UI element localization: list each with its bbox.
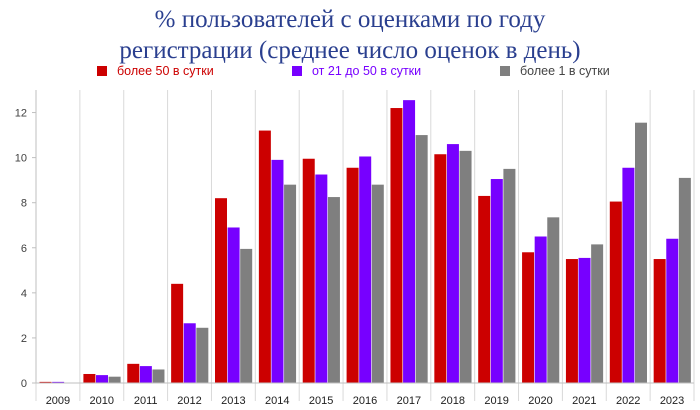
bar-2011-series-3 [152,369,165,383]
chart-legend: более 50 в сутки от 21 до 50 в сутки бол… [0,64,700,82]
bar-2019-series-2 [490,179,503,383]
bar-2018-series-3 [459,150,472,383]
bar-2011-series-2 [139,366,152,383]
bar-2018-series-2 [446,144,459,383]
y-tick-label: 4 [21,288,27,300]
bar-2020-series-2 [534,236,547,383]
x-tick-label: 2023 [660,395,684,407]
bar-2009-series-2 [52,381,65,383]
x-tick-label: 2018 [440,395,464,407]
x-tick-label: 2009 [46,395,70,407]
bar-2015-series-3 [327,197,340,383]
x-tick-label: 2013 [221,395,245,407]
bar-2020-series-3 [547,217,560,383]
bar-2022-series-1 [609,201,622,383]
y-tick-label: 10 [15,153,27,165]
bar-2016-series-3 [371,184,384,383]
bar-2012-series-1 [171,283,184,383]
y-tick-label: 8 [21,198,27,210]
legend-swatch-series-3 [500,66,510,76]
x-tick-label: 2011 [134,395,158,407]
legend-label-series-3: более 1 в сутки [520,64,610,78]
bar-2017-series-2 [403,100,416,384]
x-tick-label: 2016 [353,395,377,407]
legend-item-series-3: более 1 в сутки [500,64,610,78]
x-tick-label: 2012 [177,395,201,407]
y-tick-label: 6 [21,243,27,255]
x-tick-label: 2022 [616,395,640,407]
legend-label-series-2: от 21 до 50 в сутки [312,64,422,78]
x-tick-label: 2020 [528,395,552,407]
chart-title-line-2: регистрации (среднее число оценок в день… [119,37,581,64]
y-tick-label: 2 [21,333,27,345]
bar-2010-series-3 [108,376,121,383]
bar-2023-series-3 [678,177,691,383]
legend-swatch-series-1 [97,66,107,76]
bar-2014-series-3 [284,184,297,383]
bar-2014-series-2 [271,159,284,383]
bar-2021-series-1 [565,259,578,383]
bar-2021-series-3 [591,244,604,383]
bar-2016-series-1 [346,167,359,383]
y-tick-label: 12 [15,108,27,120]
bar-2015-series-1 [302,158,315,383]
bar-2020-series-1 [522,252,535,383]
legend-item-series-2: от 21 до 50 в сутки [292,64,421,78]
legend-swatch-series-2 [292,66,302,76]
bar-2012-series-3 [196,327,209,383]
bar-2014-series-1 [258,130,271,383]
bar-2022-series-2 [622,167,635,383]
bar-2023-series-2 [666,238,679,383]
bar-2021-series-2 [578,257,591,383]
bar-2023-series-1 [653,259,666,383]
bar-2010-series-1 [83,373,96,383]
bar-2010-series-2 [96,375,108,383]
bar-2017-series-3 [415,135,428,383]
bar-2009-series-1 [39,381,52,383]
bar-2011-series-1 [127,363,140,383]
x-tick-label: 2015 [309,395,333,407]
bar-2022-series-3 [635,122,647,383]
bar-2019-series-3 [503,168,516,383]
bar-2017-series-1 [390,108,403,384]
x-tick-label: 2021 [572,395,596,407]
x-tick-label: 2017 [397,395,421,407]
bar-2012-series-2 [183,323,196,383]
bar-2013-series-1 [215,198,227,383]
bar-2013-series-3 [240,248,253,383]
chart-title: % пользователей с оценками по году регис… [0,4,700,66]
bar-2016-series-2 [359,156,372,383]
chart-title-line-1: % пользователей с оценками по году [154,6,546,33]
x-tick-label: 2019 [484,395,508,407]
bar-2015-series-2 [315,174,328,383]
y-tick-label: 0 [21,378,27,390]
bar-2019-series-1 [478,195,491,383]
x-tick-label: 2010 [90,395,114,407]
legend-label-series-1: более 50 в сутки [117,64,214,78]
bar-2013-series-2 [227,227,240,383]
legend-item-series-1: более 50 в сутки [97,64,214,78]
x-tick-label: 2014 [265,395,289,407]
bar-2018-series-1 [434,154,447,383]
